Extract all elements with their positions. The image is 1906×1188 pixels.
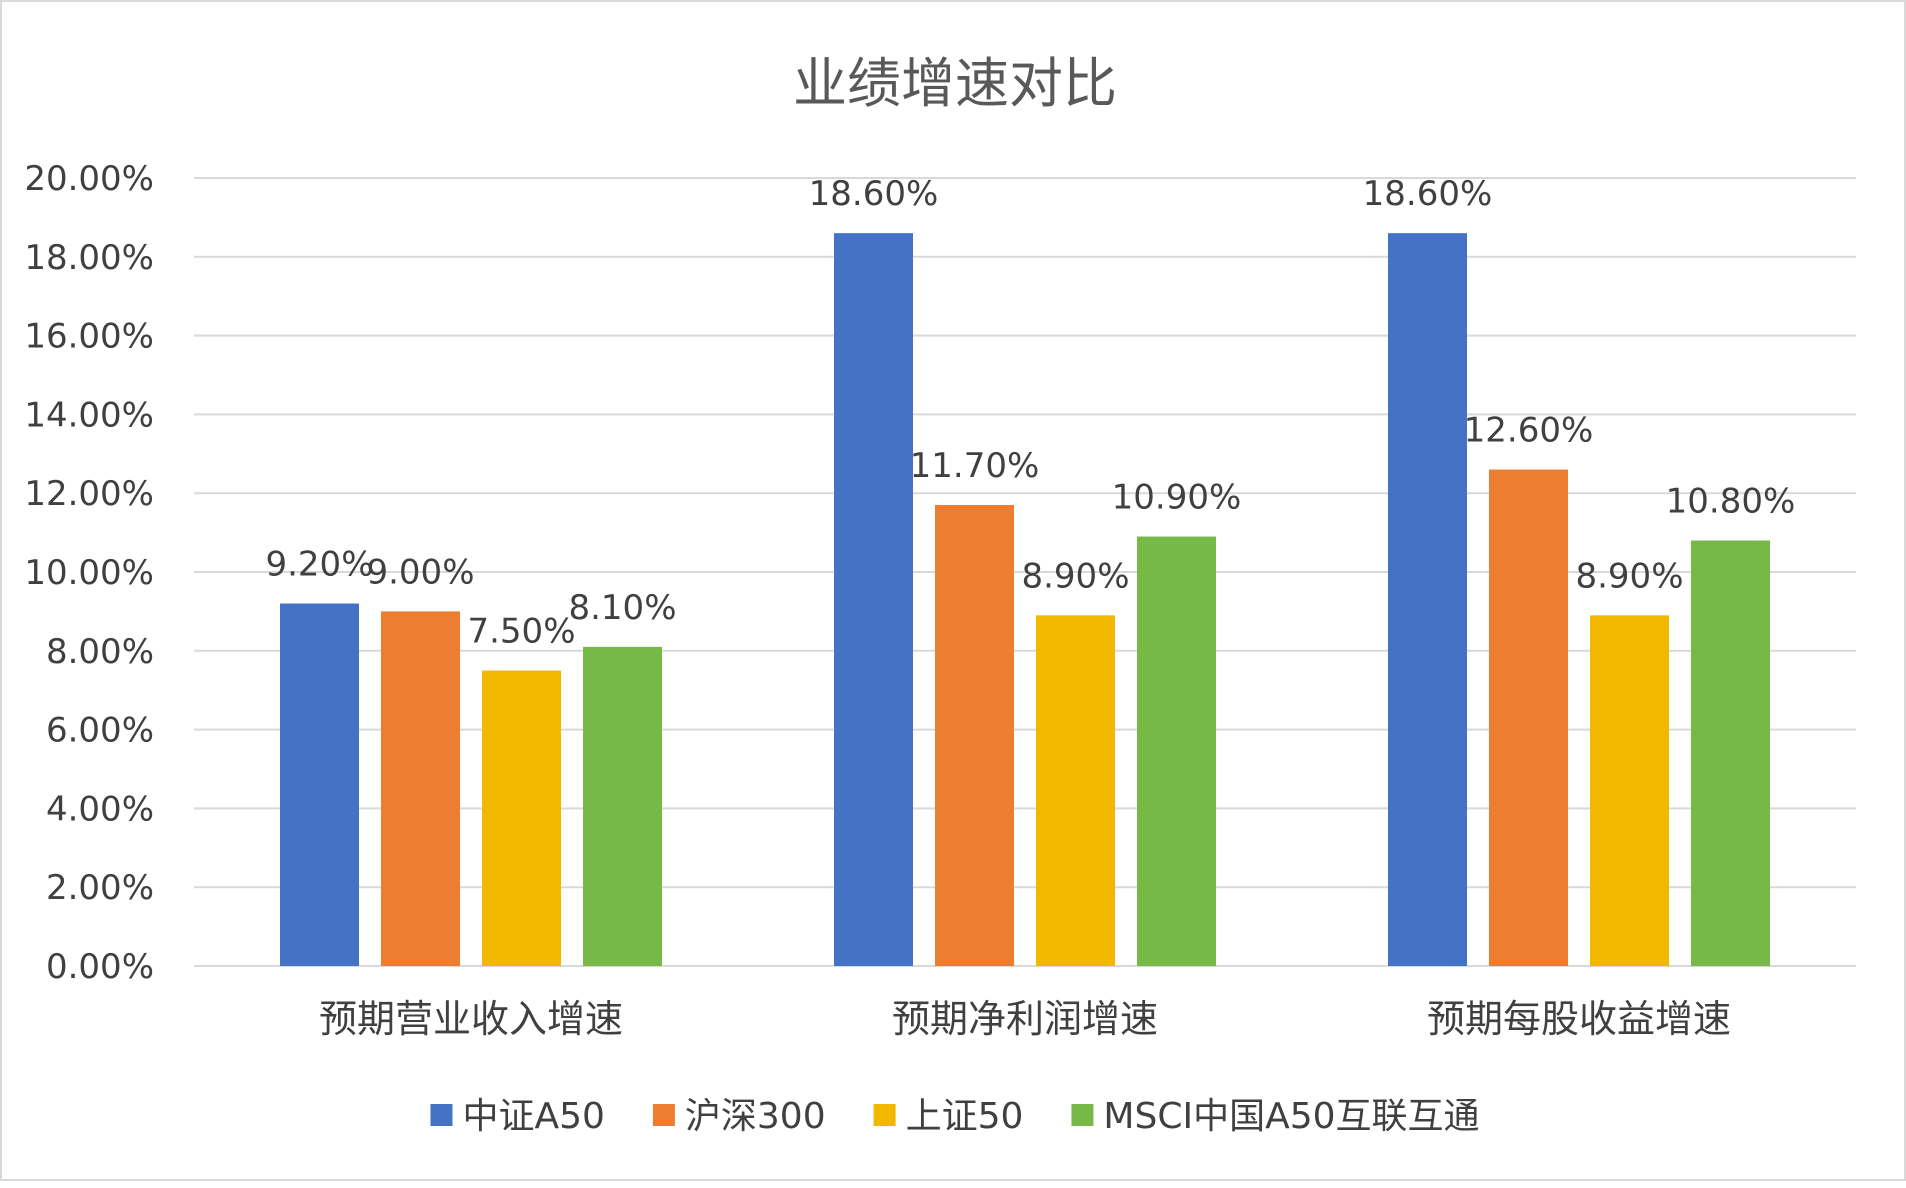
y-tick-label: 2.00%	[46, 868, 154, 908]
bar	[1036, 615, 1115, 966]
data-label: 12.60%	[1464, 411, 1594, 451]
legend: 中证A50 沪深300 上证50 MSCI中国A50互联互通	[430, 1096, 1480, 1137]
y-tick-label: 18.00%	[24, 238, 154, 278]
y-tick-label: 6.00%	[46, 711, 154, 751]
bar	[583, 646, 662, 966]
y-tick-label: 14.00%	[24, 395, 154, 435]
data-label: 9.00%	[366, 552, 474, 592]
bar	[1388, 233, 1467, 966]
x-category-label: 预期净利润增速	[892, 997, 1158, 1041]
data-label: 9.20%	[265, 545, 373, 585]
x-category-label: 预期营业收入增速	[319, 997, 623, 1041]
legend-item: 上证50	[873, 1096, 1024, 1137]
bar	[1590, 615, 1669, 966]
data-label: 10.90%	[1112, 478, 1242, 518]
data-label: 8.90%	[1575, 556, 1683, 596]
bar	[381, 611, 460, 966]
legend-item: 中证A50	[430, 1096, 605, 1137]
data-label: 10.80%	[1666, 481, 1796, 521]
gridlines	[194, 177, 1856, 967]
bar	[935, 505, 1014, 966]
legend-swatch	[873, 1104, 896, 1126]
legend-swatch	[430, 1104, 453, 1126]
y-tick-label: 0.00%	[46, 947, 154, 987]
x-axis-category-labels: 预期营业收入增速 预期净利润增速 预期每股收益增速	[319, 997, 1731, 1041]
data-label: 7.50%	[467, 612, 575, 652]
legend-label: MSCI中国A50互联互通	[1103, 1096, 1479, 1137]
y-axis-tick-labels: 0.00% 2.00% 4.00% 6.00% 8.00% 10.00% 12.00% 14.…	[24, 159, 154, 987]
y-tick-label: 16.00%	[24, 317, 154, 357]
bar	[1489, 469, 1568, 966]
legend-swatch	[652, 1104, 675, 1126]
bar	[1137, 536, 1216, 966]
bar	[1691, 540, 1770, 966]
data-label: 8.90%	[1021, 556, 1129, 596]
data-label: 18.60%	[809, 174, 939, 214]
legend-swatch	[1071, 1104, 1094, 1126]
legend-item: 沪深300	[652, 1096, 826, 1137]
y-tick-label: 4.00%	[46, 789, 154, 829]
y-tick-label: 12.00%	[24, 474, 154, 514]
data-label: 18.60%	[1363, 174, 1493, 214]
data-labels: 9.20%9.00% 7.50%8.10% 18.60% 11.70% 8.90% 10.…	[265, 174, 1795, 651]
bar	[482, 670, 561, 966]
chart-title: 业绩增速对比	[793, 52, 1117, 115]
bar	[280, 603, 359, 966]
x-category-label: 预期每股收益增速	[1427, 997, 1731, 1041]
legend-label: 沪深300	[685, 1096, 826, 1137]
data-label: 11.70%	[910, 446, 1040, 486]
data-label: 8.10%	[568, 588, 676, 628]
legend-item: MSCI中国A50互联互通	[1071, 1096, 1480, 1137]
y-tick-label: 8.00%	[46, 632, 154, 672]
y-tick-label: 20.00%	[24, 159, 154, 199]
y-tick-label: 10.00%	[24, 553, 154, 593]
legend-label: 上证50	[906, 1096, 1024, 1137]
bar	[834, 233, 913, 966]
bars	[280, 233, 1770, 966]
legend-label: 中证A50	[462, 1096, 604, 1137]
